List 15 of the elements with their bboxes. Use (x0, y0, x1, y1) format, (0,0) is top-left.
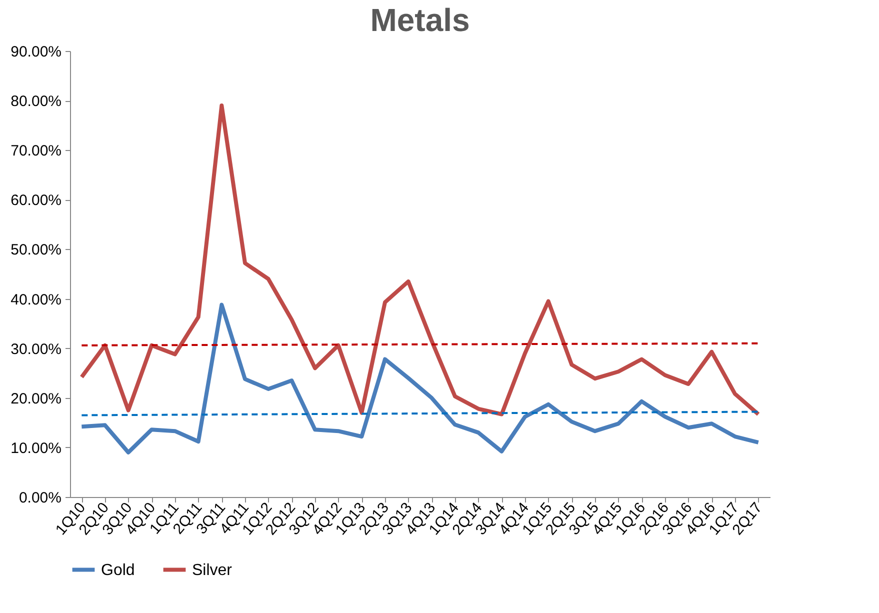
y-tick-label: 40.00% (10, 291, 62, 308)
y-tick-label: 30.00% (10, 340, 62, 358)
y-tick-label: 70.00% (10, 142, 62, 160)
legend-label: Gold (101, 562, 135, 579)
y-tick-label: 20.00% (10, 390, 62, 408)
legend-label: Silver (192, 562, 233, 579)
y-tick-label: 90.00% (10, 44, 62, 60)
y-tick-label: 50.00% (10, 242, 62, 259)
y-tick-label: 80.00% (10, 93, 62, 110)
y-tick-label: 0.00% (18, 490, 62, 506)
y-tick-label: 10.00% (10, 440, 62, 457)
line-series (80, 104, 760, 416)
chart-title: Metals (370, 2, 470, 38)
y-tick-label: 60.00% (10, 192, 62, 210)
line-series (80, 302, 760, 454)
